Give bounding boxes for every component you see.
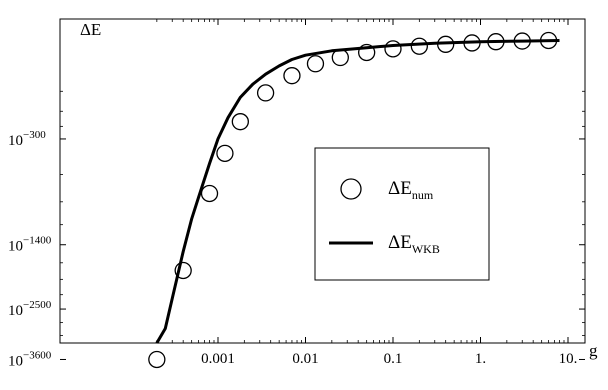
legend-label-wkb: ΔEWKB [388,232,440,256]
y-tick-base: 10 [8,353,23,369]
series-line-wkb [155,39,560,344]
data-point-num [306,55,325,73]
data-point-num [216,144,234,163]
legend-label-num-main: ΔE [388,178,412,199]
y-tick-label: 10−2500 [8,299,52,319]
y-tick-label: 10−1400 [8,235,52,255]
y-tick-exponent: −3600 [23,349,52,361]
data-point-num [231,113,249,131]
data-point-num [256,84,275,102]
x-tick-label: 1. [475,351,486,367]
tick-labels: 0.001 0.01 0.1 1. 10.10−30010−140010−250010−… [8,129,577,370]
data-point-num [358,43,376,62]
y-tick-base: 10 [8,303,23,319]
data-point-num [487,33,505,51]
x-axis-label: g [589,341,598,360]
axis-ticks [60,19,585,360]
data-point-num [410,37,428,55]
legend-label-num: ΔEnum [388,178,434,202]
y-axis-label: ΔE [80,20,101,39]
y-tick-exponent: −300 [23,129,46,141]
data-point-num [513,32,531,50]
data-point-num [200,184,219,203]
data-point-num [148,350,166,369]
data-point-num [174,261,192,280]
y-tick-label: 10−3600 [8,349,52,369]
y-tick-base: 10 [8,133,23,149]
x-tick-label: 10. [559,351,578,367]
data-point-num [539,31,558,50]
y-tick-exponent: −2500 [23,299,52,311]
data-point-num [437,35,455,53]
series-layer [148,31,560,369]
data-point-num [331,48,349,67]
legend-label-wkb-sub: WKB [412,242,440,256]
legend-box [314,147,490,281]
data-point-num [463,34,481,52]
x-tick-label: 0.001 [201,351,235,367]
legend: ΔEnum ΔEWKB [314,147,490,281]
x-tick-label: 0.01 [292,351,318,367]
x-tick-label: 0.1 [384,351,403,367]
legend-label-num-sub: num [412,188,434,202]
y-tick-exponent: −1400 [23,235,52,247]
y-tick-label: 10−300 [8,129,46,149]
legend-label-wkb-main: ΔE [388,232,412,253]
data-point-num [384,40,402,58]
data-point-num [283,67,301,85]
plot-frame [59,18,586,344]
y-tick-base: 10 [8,239,23,255]
legend-marker-num [340,178,362,200]
